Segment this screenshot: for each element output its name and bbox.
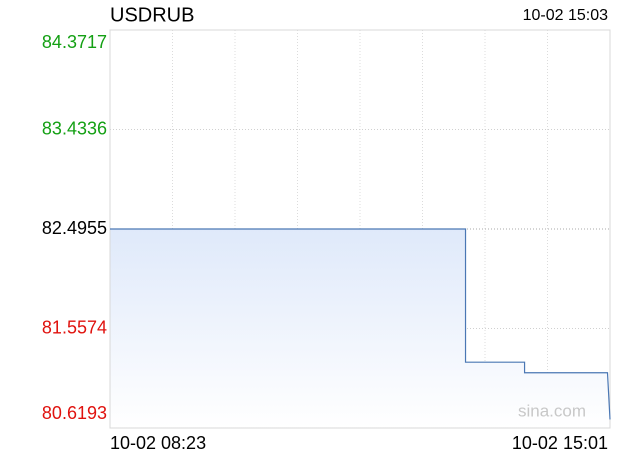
x-tick-label: 10-02 08:23 xyxy=(110,433,206,453)
y-tick-label: 83.4336 xyxy=(42,118,107,138)
watermark: sina.com xyxy=(518,401,586,420)
line xyxy=(110,228,611,420)
y-tick-label: 82.4955 xyxy=(42,218,107,238)
x-tick-label: 10-02 15:01 xyxy=(512,433,608,453)
y-tick-label: 81.5574 xyxy=(42,317,107,337)
timestamp: 10-02 15:03 xyxy=(523,7,609,24)
y-tick-label: 80.6193 xyxy=(42,403,107,423)
y-tick-label: 84.3717 xyxy=(42,32,107,52)
area xyxy=(110,229,610,428)
chart-title: USDRUB xyxy=(110,4,194,26)
